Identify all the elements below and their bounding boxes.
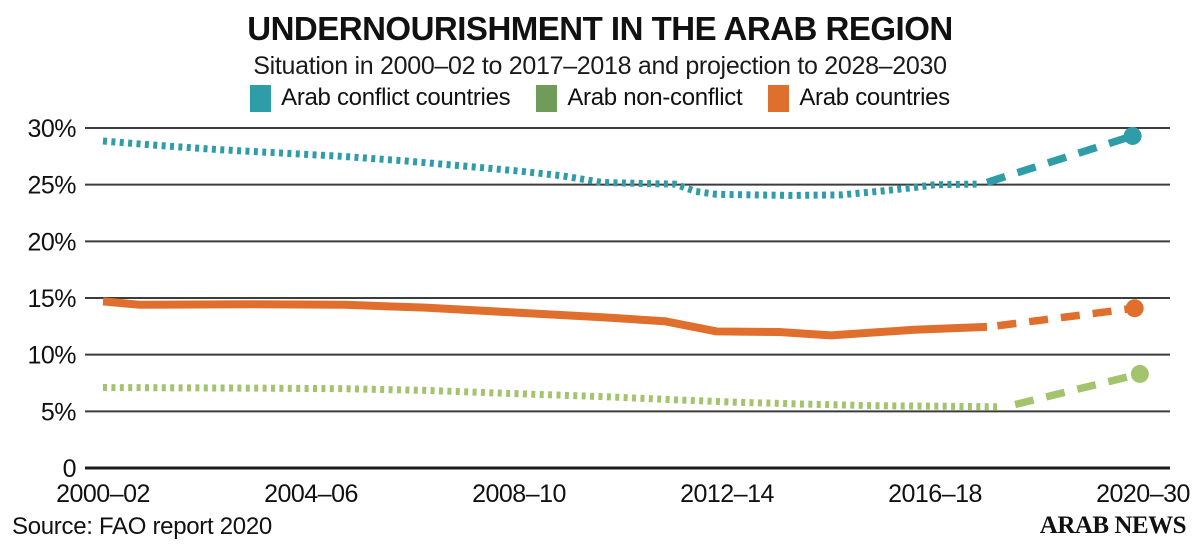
y-tick-label: 0 <box>63 455 76 483</box>
legend-item: Arab conflict countries <box>250 84 511 112</box>
y-tick-label: 30% <box>27 115 76 143</box>
series-arab-non-conflict-projection-line <box>1014 370 1141 409</box>
x-tick-label: 2020–30 <box>1096 480 1190 508</box>
legend-label: Arab non-conflict <box>567 84 743 111</box>
legend-label: Arab conflict countries <box>281 84 511 111</box>
x-tick-label: 2008–10 <box>472 480 566 508</box>
y-tick-label: 25% <box>27 172 76 200</box>
chart-subtitle: Situation in 2000–02 to 2017–2018 and pr… <box>253 52 947 80</box>
series-arab-non-conflict-historical-line <box>102 384 998 411</box>
series-arab-conflict-countries-historical-line <box>102 137 977 199</box>
series-arab-conflict-countries-end-dot <box>1123 126 1142 145</box>
y-tick-label: 15% <box>27 285 76 313</box>
series-arab-countries-end-dot <box>1125 299 1144 318</box>
series-arab-countries-projection-line <box>996 304 1136 330</box>
legend-swatch <box>536 84 558 112</box>
source-note: Source: FAO report 2020 <box>12 513 272 540</box>
y-tick-label: 20% <box>27 228 76 256</box>
chart-title: UNDERNOURISHMENT IN THE ARAB REGION <box>247 10 953 47</box>
y-tick-label: 5% <box>41 398 76 426</box>
legend: Arab conflict countries Arab non-conflict… <box>0 84 1200 112</box>
legend-swatch <box>250 84 272 112</box>
y-tick-label: 10% <box>27 342 76 370</box>
series-arab-conflict-countries-projection-line <box>985 132 1134 186</box>
x-tick-label: 2012–14 <box>680 480 774 508</box>
x-tick-label: 2000–02 <box>56 480 150 508</box>
x-tick-label: 2016–18 <box>888 480 982 508</box>
x-tick-label: 2004–06 <box>264 480 358 508</box>
legend-swatch <box>768 84 790 112</box>
series-arab-countries-historical-line <box>102 297 988 340</box>
legend-item: Arab non-conflict <box>536 84 743 112</box>
legend-item: Arab countries <box>768 84 950 112</box>
legend-label: Arab countries <box>799 84 950 111</box>
series-arab-non-conflict-end-dot <box>1130 364 1149 383</box>
arab-news-logo: ARAB NEWS <box>1039 512 1187 539</box>
